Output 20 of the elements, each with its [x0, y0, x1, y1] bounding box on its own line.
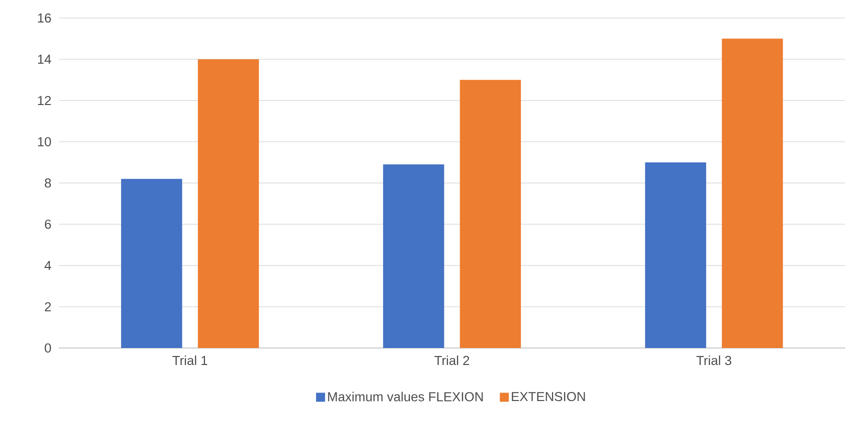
y-tick-label: 8 [44, 178, 51, 188]
y-tick-label: 0 [44, 343, 51, 353]
bar [383, 164, 444, 348]
x-tick-label: Trial 3 [696, 356, 732, 366]
y-tick-label: 10 [38, 137, 51, 146]
y-tick-label: 6 [44, 220, 51, 229]
y-tick-label: 14 [38, 54, 52, 64]
bar [460, 80, 521, 348]
y-tick-label: 4 [44, 261, 52, 270]
x-tick-label: Trial 2 [434, 356, 470, 366]
bar [121, 178, 182, 348]
legend-label: Maximum values FLEXION [328, 392, 483, 402]
bar [722, 38, 783, 348]
x-tick-label: Trial 1 [172, 356, 208, 366]
bar [198, 59, 259, 348]
legend-label: EXTENSION [512, 392, 585, 402]
bar [645, 162, 706, 348]
y-tick-label: 16 [38, 13, 51, 23]
y-tick-label: 12 [38, 96, 51, 106]
y-tick-label: 2 [44, 302, 51, 312]
